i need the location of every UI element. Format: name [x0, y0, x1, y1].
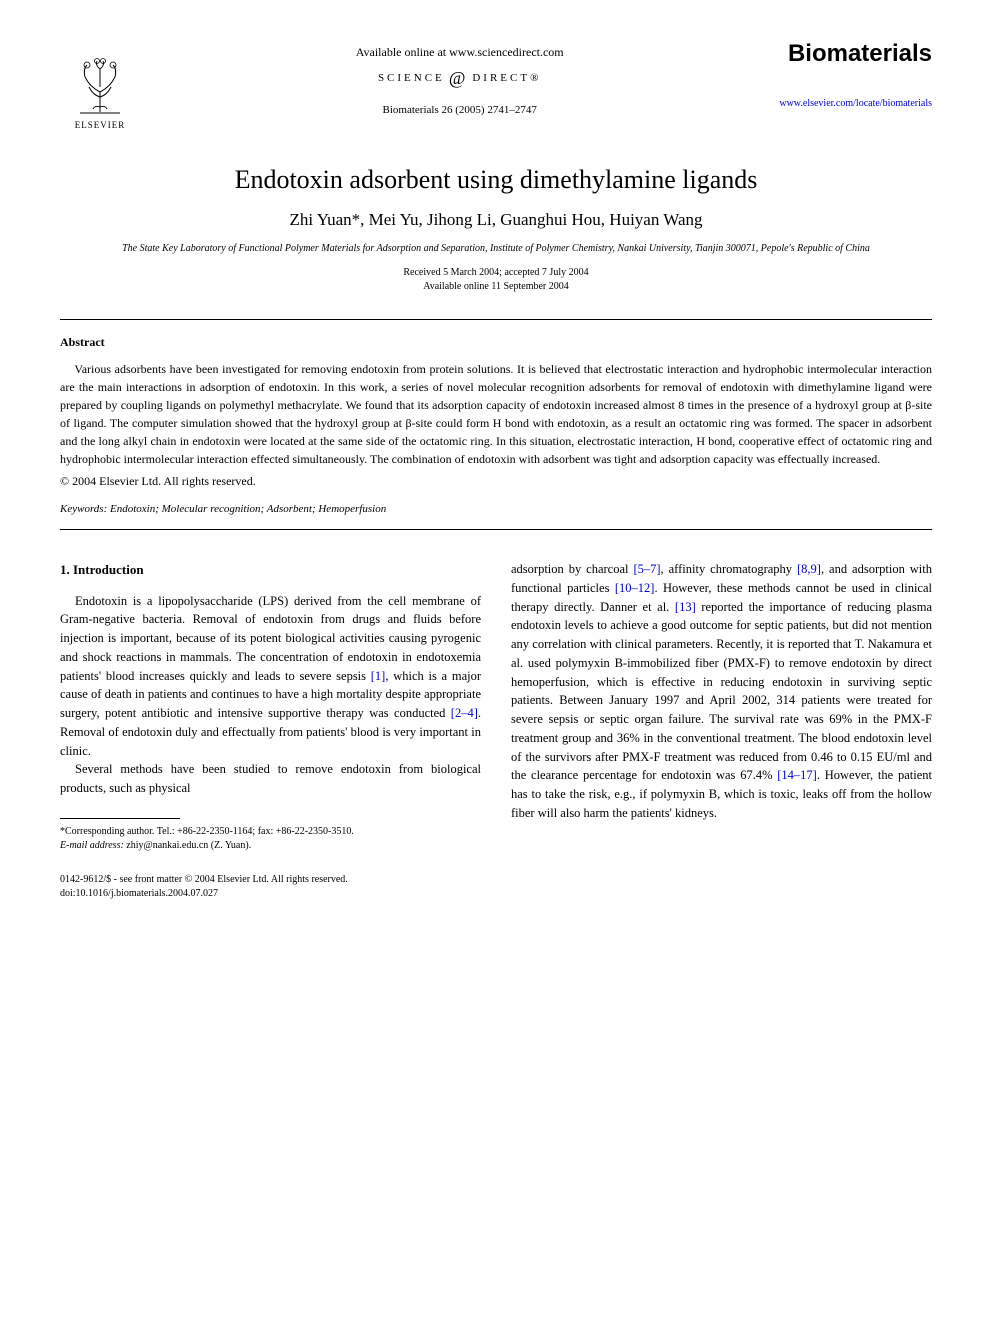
elsevier-logo: ELSEVIER	[60, 40, 140, 130]
email-address[interactable]: zhiy@nankai.edu.cn (Z. Yuan).	[124, 840, 251, 851]
dates-online: Available online 11 September 2004	[423, 281, 569, 292]
footnote-separator	[60, 818, 180, 819]
email-footnote: E-mail address: zhiy@nankai.edu.cn (Z. Y…	[60, 839, 481, 853]
ref-link-5[interactable]: [10–12]	[615, 581, 655, 595]
journal-name: Biomaterials	[779, 40, 932, 68]
elsevier-label: ELSEVIER	[75, 120, 126, 130]
intro-para-1: Endotoxin is a lipopolysaccharide (LPS) …	[60, 592, 481, 761]
column-left: 1. Introduction Endotoxin is a lipopolys…	[60, 560, 481, 901]
keywords-text: Endotoxin; Molecular recognition; Adsorb…	[107, 503, 386, 515]
intro-para-continued: adsorption by charcoal [5–7], affinity c…	[511, 560, 932, 823]
divider-top	[60, 319, 932, 320]
c2e: reported the importance of reducing plas…	[511, 600, 932, 783]
column-right: adsorption by charcoal [5–7], affinity c…	[511, 560, 932, 901]
intro-para-2: Several methods have been studied to rem…	[60, 760, 481, 798]
affiliation: The State Key Laboratory of Functional P…	[60, 242, 932, 256]
body-columns: 1. Introduction Endotoxin is a lipopolys…	[60, 560, 932, 901]
journal-url[interactable]: www.elsevier.com/locate/biomaterials	[779, 98, 932, 109]
c2b: , affinity chromatography	[661, 562, 797, 576]
sd-at-icon: @	[449, 68, 469, 89]
dates-received: Received 5 March 2004; accepted 7 July 2…	[403, 267, 588, 278]
ref-link-1[interactable]: [1]	[371, 669, 386, 683]
abstract-body: Various adsorbents have been investigate…	[60, 360, 932, 468]
ref-link-4[interactable]: [8,9]	[797, 562, 821, 576]
authors-list: Zhi Yuan*, Mei Yu, Jihong Li, Guanghui H…	[60, 210, 932, 230]
keywords-label: Keywords:	[60, 503, 107, 515]
ref-link-2[interactable]: [2–4]	[451, 706, 478, 720]
doi: doi:10.1016/j.biomaterials.2004.07.027	[60, 887, 481, 901]
corresponding-author-footnote: *Corresponding author. Tel.: +86-22-2350…	[60, 825, 481, 839]
publication-dates: Received 5 March 2004; accepted 7 July 2…	[60, 266, 932, 294]
header-row: ELSEVIER Available online at www.science…	[60, 40, 932, 130]
divider-bottom	[60, 529, 932, 530]
ref-link-6[interactable]: [13]	[675, 600, 696, 614]
front-matter: 0142-9612/$ - see front matter © 2004 El…	[60, 873, 481, 887]
center-header: Available online at www.sciencedirect.co…	[140, 40, 779, 116]
elsevier-tree-icon	[65, 57, 135, 117]
science-direct-logo: SCIENCE @DIRECT®	[140, 68, 779, 89]
c2a: adsorption by charcoal	[511, 562, 633, 576]
keywords: Keywords: Endotoxin; Molecular recogniti…	[60, 503, 932, 515]
sd-part1: SCIENCE	[378, 72, 445, 84]
footer-info: 0142-9612/$ - see front matter © 2004 El…	[60, 873, 481, 901]
ref-link-3[interactable]: [5–7]	[633, 562, 660, 576]
abstract-heading: Abstract	[60, 335, 932, 350]
article-title: Endotoxin adsorbent using dimethylamine …	[60, 165, 932, 195]
journal-reference: Biomaterials 26 (2005) 2741–2747	[140, 104, 779, 116]
abstract-copyright: © 2004 Elsevier Ltd. All rights reserved…	[60, 474, 932, 489]
email-label: E-mail address:	[60, 840, 124, 851]
ref-link-7[interactable]: [14–17]	[777, 768, 817, 782]
section-1-heading: 1. Introduction	[60, 560, 481, 580]
journal-name-box: Biomaterials www.elsevier.com/locate/bio…	[779, 40, 932, 109]
available-online-text: Available online at www.sciencedirect.co…	[140, 45, 779, 60]
sd-part2: DIRECT®	[472, 72, 541, 84]
